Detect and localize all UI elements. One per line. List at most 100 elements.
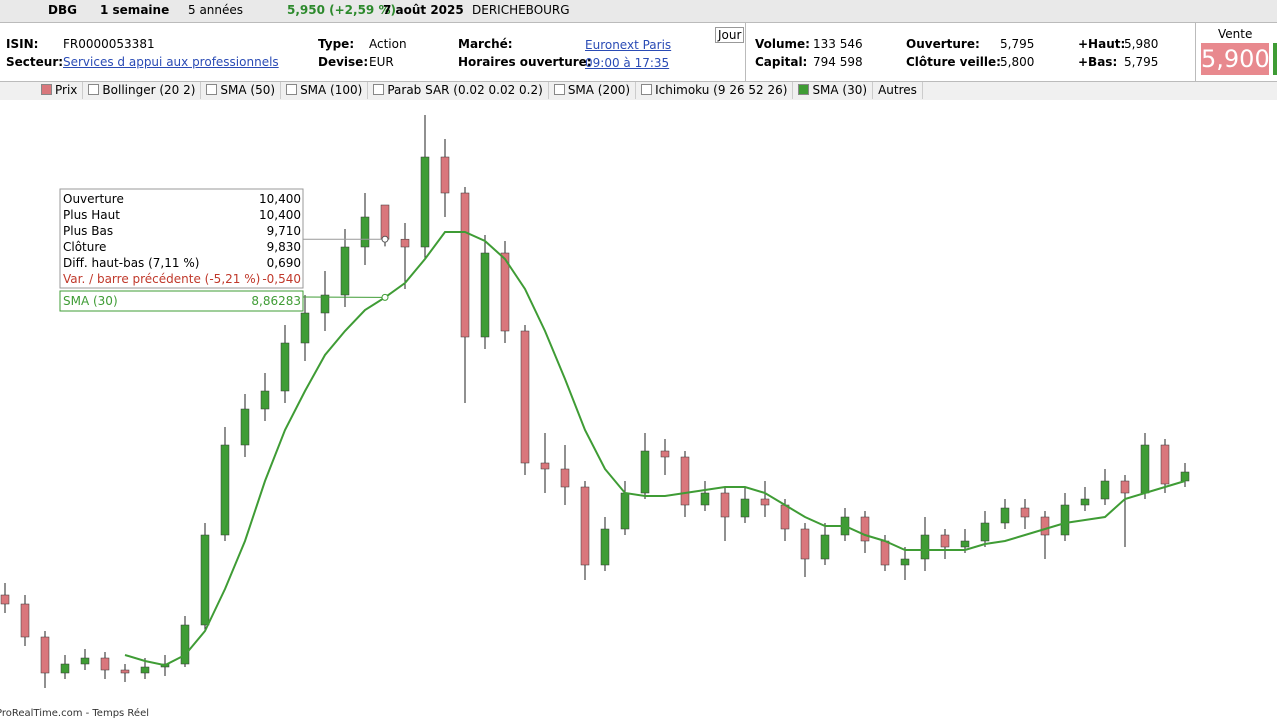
- label: Vente: [1218, 27, 1252, 41]
- indicator[interactable]: Autres: [873, 82, 923, 99]
- candle-body: [741, 499, 749, 517]
- candle-body: [401, 239, 409, 247]
- candle-body: [181, 625, 189, 664]
- candle-body: [261, 391, 269, 409]
- candle-body: [541, 463, 549, 469]
- checkbox[interactable]: [798, 84, 809, 95]
- indicator[interactable]: Bollinger (20 2): [83, 82, 201, 99]
- tooltip-value: 9,710: [267, 224, 301, 238]
- value: 5,795: [1124, 55, 1158, 69]
- candle-body: [941, 535, 949, 547]
- divider: [1195, 23, 1196, 81]
- candle-body: [301, 313, 309, 343]
- candle-body: [881, 541, 889, 565]
- checkbox[interactable]: [373, 84, 384, 95]
- candle-body: [921, 535, 929, 559]
- checkbox[interactable]: [41, 84, 52, 95]
- candle-body: [141, 667, 149, 673]
- candle-body: [21, 604, 29, 637]
- sell-price[interactable]: 5,900: [1201, 43, 1269, 75]
- tooltip-value: 8,86283: [251, 294, 301, 308]
- candle-body: [1141, 445, 1149, 493]
- candle-body: [581, 487, 589, 565]
- candle-body: [761, 499, 769, 505]
- checkbox[interactable]: [286, 84, 297, 95]
- cursor-dot: [382, 294, 388, 300]
- candle-body: [1001, 508, 1009, 523]
- value: EUR: [369, 55, 394, 69]
- indicator-bar: Prix Bollinger (20 2) SMA (50) SMA (100) Par…: [0, 82, 1277, 100]
- day-button[interactable]: Jour: [715, 27, 744, 43]
- label: Horaires ouverture:: [458, 55, 592, 69]
- indicator[interactable]: Parab SAR (0.02 0.02 0.2): [368, 82, 548, 99]
- link[interactable]: Services d appui aux professionnels: [63, 55, 279, 69]
- candle-body: [1101, 481, 1109, 499]
- tooltip-label: Var. / barre précédente (-5,21 %): [63, 272, 260, 286]
- indicator-label: SMA (50): [220, 83, 275, 97]
- value: Action: [369, 37, 407, 51]
- indicator-label: SMA (200): [568, 83, 630, 97]
- checkbox[interactable]: [88, 84, 99, 95]
- candle-body: [281, 343, 289, 391]
- candle-body: [201, 535, 209, 625]
- indicator[interactable]: SMA (50): [201, 82, 281, 99]
- candle-body: [981, 523, 989, 541]
- candle-body: [221, 445, 229, 535]
- candle-body: [61, 664, 69, 673]
- label: Devise:: [318, 55, 368, 69]
- label: +Bas:: [1078, 55, 1117, 69]
- footer: ProRealTime.com - Temps Réel: [0, 708, 149, 719]
- candle-body: [1181, 472, 1189, 481]
- candle-body: [641, 451, 649, 493]
- indicator[interactable]: SMA (200): [549, 82, 636, 99]
- checkbox[interactable]: [554, 84, 565, 95]
- label: Capital:: [755, 55, 807, 69]
- label: Marché:: [458, 37, 513, 51]
- tooltip-label: Plus Haut: [63, 208, 120, 222]
- candle-body: [721, 493, 729, 517]
- divider: [745, 23, 746, 81]
- period[interactable]: 1 semaine: [100, 3, 169, 17]
- candle-body: [1161, 445, 1169, 484]
- indicator-label: Bollinger (20 2): [102, 83, 195, 97]
- label: Clôture veille:: [906, 55, 1001, 69]
- checkbox[interactable]: [641, 84, 652, 95]
- indicator-label: Ichimoku (9 26 52 26): [655, 83, 787, 97]
- candle-body: [41, 637, 49, 673]
- tooltip-value: 10,400: [259, 192, 301, 206]
- candle-body: [521, 331, 529, 463]
- price-change: 5,950 (+2,59 %): [287, 3, 396, 17]
- indicator[interactable]: Ichimoku (9 26 52 26): [636, 82, 793, 99]
- tooltip-label: Diff. haut-bas (7,11 %): [63, 256, 199, 270]
- candle-body: [461, 193, 469, 337]
- candle-body: [701, 493, 709, 505]
- candle-body: [781, 505, 789, 529]
- candle-body: [861, 517, 869, 541]
- candle-body: [901, 559, 909, 565]
- checkbox[interactable]: [206, 84, 217, 95]
- label: Ouverture:: [906, 37, 980, 51]
- link[interactable]: Euronext Paris: [585, 38, 671, 52]
- indicator-label: Parab SAR (0.02 0.02 0.2): [387, 83, 542, 97]
- range[interactable]: 5 années: [188, 3, 243, 17]
- candle-body: [661, 451, 669, 457]
- indicator[interactable]: SMA (100): [281, 82, 368, 99]
- candle-body: [801, 529, 809, 559]
- value: FR0000053381: [63, 37, 155, 51]
- tooltip-value: 9,830: [267, 240, 301, 254]
- candle-body: [561, 469, 569, 487]
- info-panel: ISIN: FR0000053381 Secteur: Services d a…: [0, 23, 1277, 82]
- value: 5,980: [1124, 37, 1158, 51]
- indicator[interactable]: SMA (30): [793, 82, 873, 99]
- label: +Haut:: [1078, 37, 1125, 51]
- link[interactable]: 09:00 à 17:35: [585, 56, 669, 70]
- tooltip-value: -0,540: [262, 272, 301, 286]
- indicator[interactable]: Prix: [36, 82, 83, 99]
- toolbar: DBG 1 semaine 5 années 5,950 (+2,59 %) 7…: [0, 0, 1277, 23]
- candle-body: [1121, 481, 1129, 493]
- value: 5,795: [1000, 37, 1034, 51]
- candle-body: [601, 529, 609, 565]
- symbol[interactable]: DBG: [48, 3, 77, 17]
